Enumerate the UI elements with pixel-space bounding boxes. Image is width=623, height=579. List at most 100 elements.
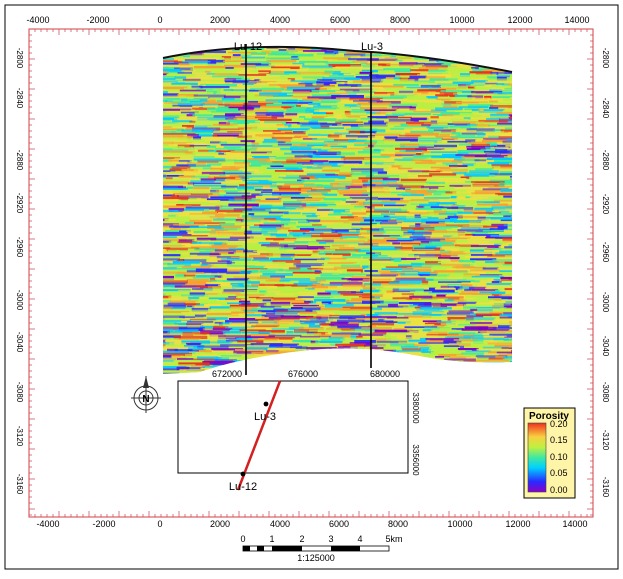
strata-lens bbox=[169, 300, 199, 304]
strata-lens bbox=[190, 180, 221, 183]
strata-lens bbox=[245, 263, 279, 266]
strata-lens bbox=[402, 269, 432, 272]
strata-lens bbox=[515, 62, 546, 65]
strata-lens bbox=[163, 249, 167, 253]
strata-lens bbox=[308, 325, 323, 328]
strata-lens bbox=[399, 143, 420, 146]
strata-lens bbox=[190, 246, 222, 250]
strata-lens bbox=[386, 239, 414, 242]
strata-lens bbox=[163, 350, 170, 355]
strata-lens bbox=[412, 298, 422, 302]
strata-lens bbox=[502, 59, 512, 62]
inset-well-label-lu3: Lu-3 bbox=[254, 411, 276, 423]
strata-lens bbox=[163, 214, 170, 217]
strata-lens bbox=[401, 236, 411, 238]
strata-lens bbox=[306, 331, 318, 335]
strata-lens bbox=[404, 115, 438, 119]
strata-lens bbox=[473, 53, 488, 57]
strata-lens bbox=[320, 191, 329, 194]
strata-lens bbox=[490, 105, 512, 109]
strata-lens bbox=[343, 194, 369, 196]
strata-lens bbox=[223, 60, 248, 62]
strata-lens bbox=[366, 63, 386, 65]
strata-lens bbox=[395, 154, 416, 157]
strata-lens bbox=[504, 255, 512, 258]
strata-lens bbox=[206, 90, 221, 95]
strata-lens bbox=[192, 151, 215, 154]
y-right-tick-label: -2960 bbox=[601, 242, 610, 263]
strata-lens bbox=[163, 174, 167, 178]
strata-lens bbox=[498, 107, 508, 110]
strata-lens bbox=[243, 76, 269, 80]
strata-lens bbox=[362, 217, 396, 221]
strata-lens bbox=[287, 93, 311, 96]
strata-lens bbox=[228, 199, 261, 202]
strata-lens bbox=[264, 341, 292, 344]
strata-lens bbox=[317, 237, 323, 240]
legend-tick-label: 0.10 bbox=[550, 452, 568, 462]
strata-lens bbox=[418, 293, 434, 296]
strata-lens bbox=[457, 279, 475, 282]
strata-lens bbox=[439, 336, 446, 339]
strata-lens bbox=[383, 294, 413, 297]
strata-lens bbox=[330, 297, 363, 300]
section-strata bbox=[163, 44, 546, 375]
strata-lens bbox=[163, 330, 170, 335]
strata-lens bbox=[442, 373, 463, 375]
strata-lens bbox=[186, 76, 209, 81]
strata-lens bbox=[185, 307, 193, 310]
strata-lens bbox=[396, 224, 413, 228]
strata-lens bbox=[163, 137, 188, 141]
strata-lens bbox=[288, 51, 296, 55]
strata-lens bbox=[389, 281, 423, 285]
strata-lens bbox=[163, 176, 166, 179]
strata-lens bbox=[410, 192, 432, 196]
strata-lens bbox=[381, 200, 414, 203]
strata-lens bbox=[315, 44, 323, 47]
strata-lens bbox=[337, 123, 344, 127]
strata-lens bbox=[420, 214, 455, 217]
strata-lens bbox=[228, 51, 257, 54]
strata-lens bbox=[231, 313, 249, 316]
strata-lens bbox=[450, 235, 465, 238]
strata-lens bbox=[417, 137, 444, 140]
strata-lens bbox=[163, 194, 175, 197]
strata-lens bbox=[493, 303, 506, 307]
strata-lens bbox=[186, 162, 206, 167]
strata-lens bbox=[243, 85, 270, 87]
strata-lens bbox=[310, 340, 318, 344]
strata-lens bbox=[368, 135, 392, 140]
strata-lens bbox=[478, 326, 497, 330]
strata-lens bbox=[501, 299, 512, 301]
strata-lens bbox=[308, 133, 321, 137]
strata-lens bbox=[475, 47, 484, 51]
strata-lens bbox=[420, 307, 452, 310]
strata-lens bbox=[368, 120, 385, 124]
strata-lens bbox=[483, 254, 512, 258]
strata-lens bbox=[303, 164, 318, 167]
strata-lens bbox=[427, 98, 436, 102]
strata-lens bbox=[332, 79, 347, 83]
strata-lens bbox=[303, 140, 326, 144]
x-bottom-tick-label: 6000 bbox=[329, 519, 349, 529]
strata-lens bbox=[292, 234, 300, 239]
strata-lens bbox=[223, 159, 237, 162]
strata-lens bbox=[385, 266, 412, 269]
strata-lens bbox=[375, 52, 396, 57]
strata-lens bbox=[242, 83, 255, 85]
strata-lens bbox=[232, 54, 241, 57]
strata-lens bbox=[495, 276, 503, 279]
strata-lens bbox=[299, 115, 306, 120]
strata-lens bbox=[381, 182, 389, 185]
strata-lens bbox=[395, 312, 429, 315]
strata-lens bbox=[276, 86, 283, 89]
strata-lens bbox=[269, 240, 285, 243]
strata-lens bbox=[290, 197, 313, 199]
strata-lens bbox=[201, 323, 219, 326]
strata-lens bbox=[285, 276, 312, 279]
strata-lens bbox=[499, 316, 512, 319]
strata-lens bbox=[199, 350, 214, 354]
strata-lens bbox=[209, 306, 231, 309]
strata-lens bbox=[163, 267, 177, 270]
strata-lens bbox=[224, 102, 248, 105]
